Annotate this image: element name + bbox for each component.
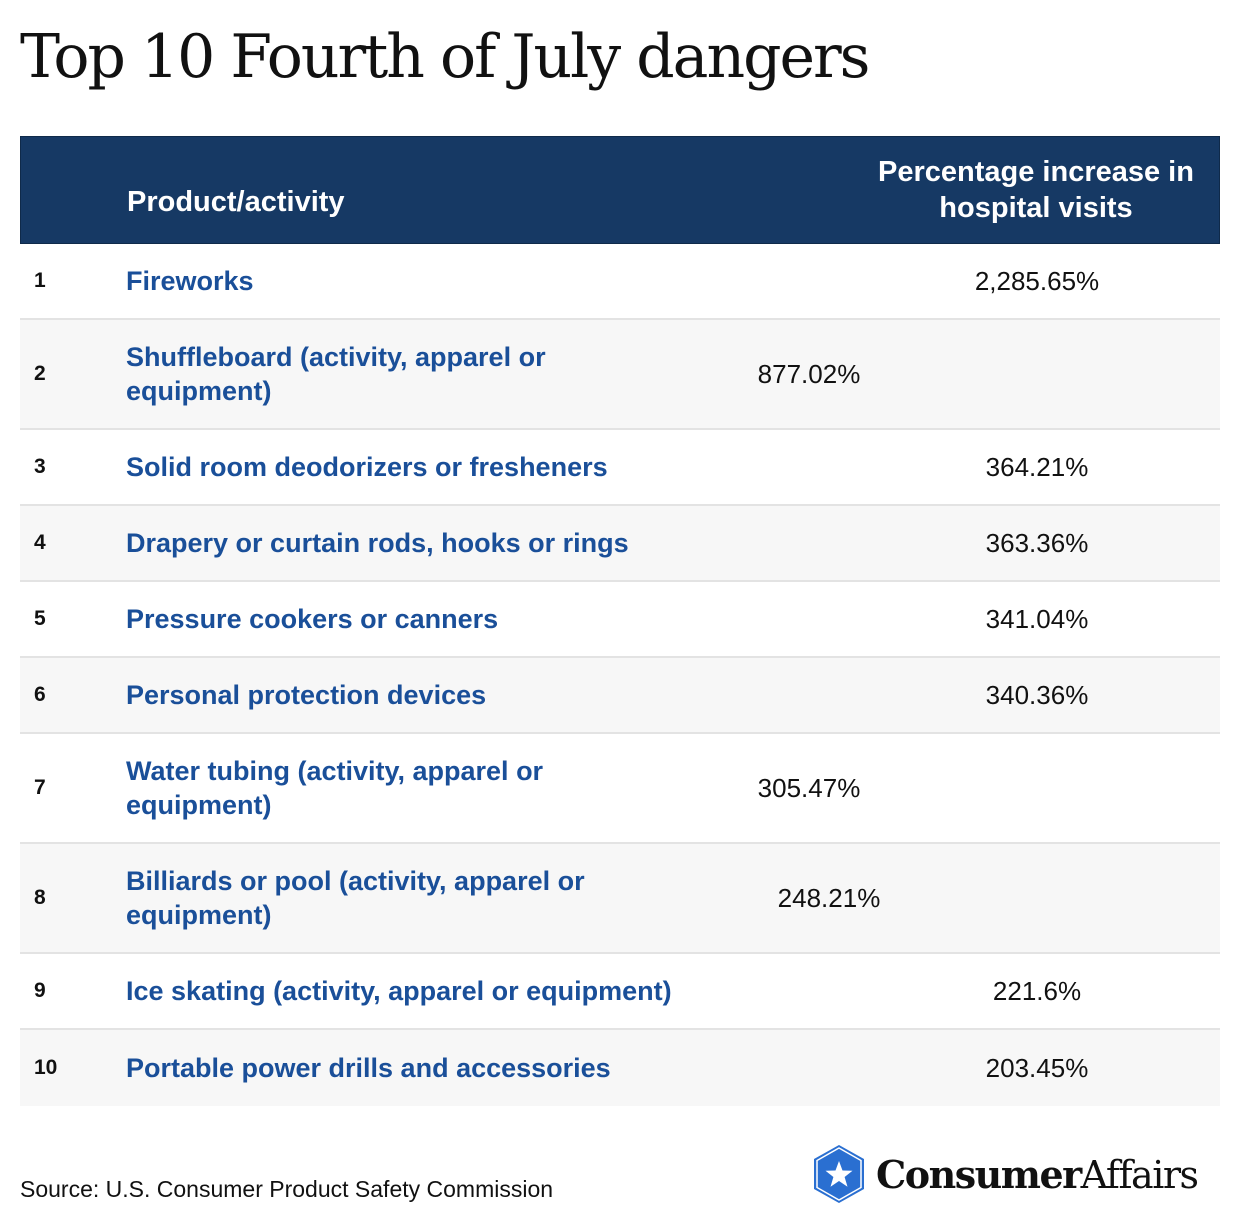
row-product: Fireworks <box>126 266 254 296</box>
row-rank: 6 <box>34 683 46 706</box>
logo-wordmark: ConsumerAffairs <box>876 1151 1199 1197</box>
row-product: Water tubing (activity, apparel or equip… <box>126 756 544 820</box>
row-rank: 7 <box>34 776 46 799</box>
row-rank: 5 <box>34 607 46 630</box>
row-product: Drapery or curtain rods, hooks or rings <box>126 528 629 558</box>
row-rank: 2 <box>34 362 46 385</box>
row-percentage: 340.36% <box>985 679 1089 710</box>
table-row: 3 Solid room deodorizers or fresheners 3… <box>20 430 1220 506</box>
row-percentage: 248.21% <box>777 882 881 913</box>
row-percentage: 2,285.65% <box>974 265 1100 296</box>
row-percentage: 364.21% <box>985 451 1089 482</box>
logo-wordmark-bold: Consumer <box>876 1151 1082 1197</box>
table-row: 7 Water tubing (activity, apparel or equ… <box>20 734 1220 844</box>
table-row: 5 Pressure cookers or canners 341.04% <box>20 582 1220 658</box>
row-product: Solid room deodorizers or fresheners <box>126 452 608 482</box>
row-rank: 3 <box>34 455 46 478</box>
row-percentage: 221.6% <box>992 975 1082 1006</box>
chart-title: Top 10 Fourth of July dangers <box>20 22 870 92</box>
header-product: Product/activity <box>127 186 345 218</box>
table-row: 4 Drapery or curtain rods, hooks or ring… <box>20 506 1220 582</box>
star-shield-icon <box>814 1145 864 1203</box>
header-percentage-line1: Percentage increase in <box>878 156 1194 188</box>
consumeraffairs-logo: ConsumerAffairs <box>812 1144 1199 1204</box>
logo-wordmark-regular: Affairs <box>1080 1152 1199 1197</box>
row-rank: 1 <box>34 269 46 292</box>
row-rank: 9 <box>34 979 46 1002</box>
row-product: Ice skating (activity, apparel or equipm… <box>126 976 672 1006</box>
row-percentage: 363.36% <box>985 527 1089 558</box>
table-row: 9 Ice skating (activity, apparel or equi… <box>20 954 1220 1030</box>
table-row: 8 Billiards or pool (activity, apparel o… <box>20 844 1220 954</box>
table-header: Product/activity Percentage increase in … <box>20 136 1220 244</box>
row-percentage: 877.02% <box>757 358 861 389</box>
row-rank: 10 <box>34 1056 58 1079</box>
row-percentage: 341.04% <box>985 603 1089 634</box>
row-product: Personal protection devices <box>126 680 487 710</box>
header-rank-cell <box>21 137 127 243</box>
row-product: Billiards or pool (activity, apparel or … <box>126 866 585 930</box>
table-row: 6 Personal protection devices 340.36% <box>20 658 1220 734</box>
row-percentage: 203.45% <box>985 1052 1089 1083</box>
dangers-table: Product/activity Percentage increase in … <box>20 136 1220 1106</box>
row-product: Portable power drills and accessories <box>126 1053 611 1083</box>
table-row: 1 Fireworks 2,285.65% <box>20 244 1220 320</box>
header-percentage: Percentage increase in hospital visits <box>873 137 1219 243</box>
row-percentage: 305.47% <box>757 772 861 803</box>
header-percentage-line2: hospital visits <box>939 192 1133 224</box>
table-row: 2 Shuffleboard (activity, apparel or equ… <box>20 320 1220 430</box>
source-note: Source: U.S. Consumer Product Safety Com… <box>20 1176 554 1202</box>
row-product: Pressure cookers or canners <box>126 604 499 634</box>
row-rank: 4 <box>34 531 46 554</box>
table-row: 10 Portable power drills and accessories… <box>20 1030 1220 1106</box>
row-rank: 8 <box>34 886 46 909</box>
row-product: Shuffleboard (activity, apparel or equip… <box>126 342 546 406</box>
